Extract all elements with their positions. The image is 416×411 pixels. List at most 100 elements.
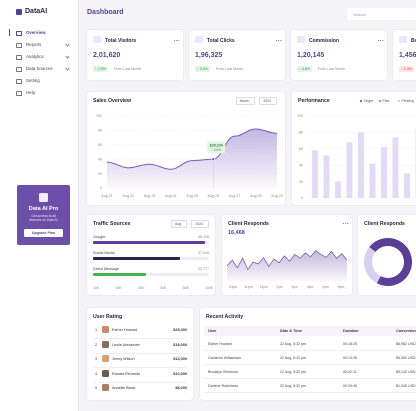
menu-icon xyxy=(16,42,22,48)
legend-label: Pending xyxy=(401,99,414,103)
stat-icon xyxy=(195,36,203,43)
bar xyxy=(346,142,353,198)
upgrade-button[interactable]: Upgrade Plan xyxy=(24,229,63,237)
performance-card: Performance Target Paid Pending 0 20 40 60 80 10… xyxy=(292,92,416,205)
source-value: 48,326 xyxy=(198,235,209,239)
source-value: 22,777 xyxy=(198,267,209,271)
y-tick-label: 0 xyxy=(100,186,102,190)
x-tick-label: Aug 24 xyxy=(165,194,176,198)
sales-point xyxy=(211,157,216,162)
menu-icon xyxy=(16,66,22,72)
rank: 5 xyxy=(95,386,98,390)
amount: $25,000 xyxy=(173,328,187,332)
sidebar: DataAI Overview Reports Analytics Data Sour… xyxy=(0,0,79,411)
x-tick-label: Aug 27 xyxy=(229,194,240,198)
promo-card: Data AI Pro Get access to all features o… xyxy=(17,185,70,245)
x-tick-label: Aug 21 xyxy=(101,194,112,198)
menu-item: Analytics xyxy=(26,54,44,59)
avatar xyxy=(102,340,109,348)
scale-label: 10K xyxy=(93,286,100,290)
card-title: Recent Activity xyxy=(206,314,244,320)
legend-swatch xyxy=(398,100,401,103)
stat-change: ↑ 3.5% xyxy=(195,66,210,72)
row-divider xyxy=(93,367,187,368)
more-menu xyxy=(342,223,344,225)
x-tick-label: 1pm xyxy=(276,285,283,289)
menu-item: Reports xyxy=(26,42,42,47)
y-tick-label: 100 xyxy=(297,114,303,118)
card-title: User Rating xyxy=(93,314,123,320)
search-box[interactable]: Search xyxy=(347,8,416,20)
menu: Overview Reports Analytics Data Sources Sett… xyxy=(0,28,78,108)
table-header: Date & Time xyxy=(280,329,302,333)
card-title: Sales Overview xyxy=(93,98,132,104)
row-divider xyxy=(204,350,416,351)
bar xyxy=(404,173,410,198)
stat-icon xyxy=(399,36,407,43)
filter-dropdown[interactable]: Aug xyxy=(170,220,187,228)
y-tick-label: 60 xyxy=(299,147,303,151)
stat-value: 1,96,325 xyxy=(195,52,223,59)
table-cell: Cameron Williamson xyxy=(208,356,242,360)
table-cell: Esther Howard xyxy=(208,342,232,346)
donut-card: Client Responds xyxy=(358,215,416,295)
filter-dropdown[interactable]: Month xyxy=(235,97,255,105)
stat-label: Total Clicks xyxy=(207,37,235,44)
tooltip-box xyxy=(207,141,226,154)
menu-icon xyxy=(16,54,22,60)
source-value: 37,648 xyxy=(198,251,209,255)
y-tick-label: 0 xyxy=(301,196,303,200)
x-tick-label: Aug 22 xyxy=(123,194,134,198)
y-tick-label: 40 xyxy=(299,163,303,167)
logo: DataAI xyxy=(25,8,48,15)
active-indicator xyxy=(9,29,11,36)
table-cell: 22 Aug, 5:32 pm xyxy=(280,342,307,346)
table-cell: 22 Aug, 6:12 pm xyxy=(280,356,307,360)
row-divider xyxy=(93,352,187,353)
x-tick-label: 5pm xyxy=(338,285,345,289)
client-area xyxy=(227,250,347,281)
table-cell: $9,142 USD xyxy=(396,370,416,374)
stat-card: Commission 1,20,145 ↑ 4.6% From Last Month xyxy=(291,30,387,80)
bar xyxy=(335,181,341,198)
stat-change: ↓ 1.4% xyxy=(399,66,414,72)
row-divider xyxy=(93,381,187,382)
avatar xyxy=(102,355,109,362)
table-cell: 00:18:25 xyxy=(343,342,357,346)
stat-card: Total Clicks 1,96,325 ↑ 3.5% From Last Mont… xyxy=(189,30,285,80)
card-title: Client Responds xyxy=(228,221,269,227)
rank: 3 xyxy=(95,357,98,361)
row-divider xyxy=(204,364,416,365)
table-cell: $1,345 USD xyxy=(396,384,416,388)
scale-label: 40K xyxy=(138,286,145,290)
y-tick-label: 80 xyxy=(98,129,102,133)
menu-icon xyxy=(16,90,22,96)
tooltip-value: $25,234 xyxy=(210,144,223,148)
avatar xyxy=(102,384,109,391)
x-tick-label: 2pm xyxy=(291,285,298,289)
stat-value: 2,01,620 xyxy=(93,52,121,59)
table-header: User xyxy=(208,329,217,333)
bar xyxy=(312,150,318,198)
menu-item: Setting xyxy=(26,78,40,83)
stat-icon xyxy=(297,36,305,43)
filter-dropdown[interactable]: 2024 xyxy=(191,220,209,228)
row-divider xyxy=(204,392,416,393)
bar xyxy=(323,155,330,198)
amount: $14,000 xyxy=(173,357,187,361)
filter-dropdown[interactable]: 2024 xyxy=(259,97,277,105)
table-cell: 22 Aug, 5:32 pm xyxy=(280,370,307,374)
y-tick-label: 60 xyxy=(98,143,102,147)
client-value: 16,468 xyxy=(228,230,245,236)
stat-label: Bounce Rate xyxy=(411,37,416,44)
chart: 0 20 40 60 80 100 Aug 21 Aug 22 Aug 23 Aug 24 Aug … xyxy=(96,114,283,198)
x-tick-label: Aug 25 xyxy=(186,194,197,198)
stat-value: 1,456 xyxy=(399,52,416,59)
sales-line xyxy=(106,128,278,170)
legend-swatch xyxy=(379,100,382,103)
table-cell: $8,982 USD xyxy=(396,342,416,346)
bar xyxy=(369,163,376,198)
menu-item: Data Sources xyxy=(26,66,53,71)
stat-value: 1,20,145 xyxy=(297,52,325,59)
bar xyxy=(93,241,206,244)
